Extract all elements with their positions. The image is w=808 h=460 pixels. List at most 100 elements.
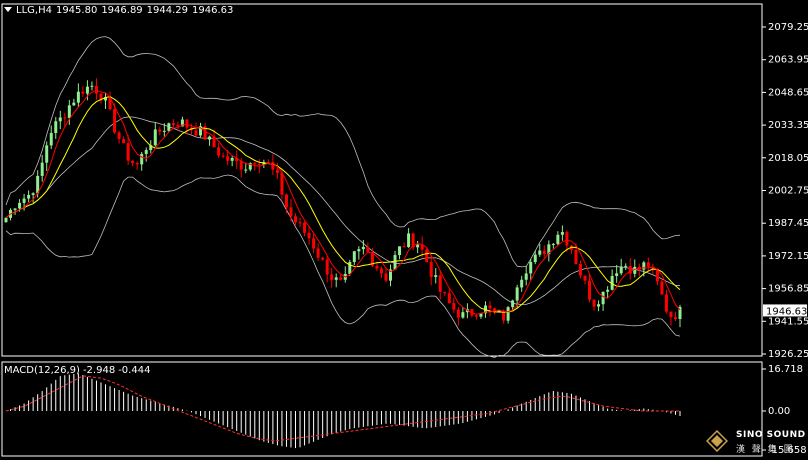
bear-candle-body [221,155,225,157]
ma-slow-line [5,96,681,313]
bear-candle-body [321,257,325,260]
bull-candle-body [27,194,31,199]
price-tick-label: 1956.85 [768,284,808,295]
bear-candle-body [488,305,492,309]
bull-candle-body [22,198,26,203]
bear-candle-body [452,303,456,310]
bull-candle-body [560,232,564,235]
bull-candle-body [248,163,252,170]
bear-candle-body [542,250,546,255]
bull-candle-body [167,123,171,131]
bear-candle-body [122,139,126,144]
bear-candle-body [325,259,329,275]
macd-main-value: -2.948 [82,365,116,376]
bear-candle-body [99,93,103,101]
current-price-box [763,304,807,317]
bear-candle-body [669,311,673,318]
bear-candle-body [628,265,632,274]
bull-candle-body [497,310,501,312]
bull-candle-body [610,275,614,290]
bear-candle-body [583,275,587,281]
macd-panel-border [1,361,763,457]
bear-candle-body [370,251,374,266]
price-tick-label: 2018.05 [768,153,808,164]
bollinger-lower-band [5,174,681,358]
bear-candle-body [384,273,388,281]
bear-candle-body [275,169,279,173]
bull-candle-body [230,158,234,161]
bull-candle-body [140,153,144,165]
macd-signal-line [5,375,680,442]
bull-candle-body [461,312,465,318]
bull-candle-body [31,193,35,195]
bull-candle-body [13,208,17,210]
bear-candle-body [239,161,243,170]
bull-candle-body [357,249,361,252]
open-value: 1945.80 [55,5,98,16]
macd-signal-value: -0.444 [118,365,151,376]
macd-header: MACD(12,26,9) -2.948 -0.444 [4,365,153,376]
dropdown-triangle-icon[interactable] [4,7,12,12]
bear-candle-body [194,130,198,136]
low-value: 1944.29 [146,5,189,16]
bull-candle-body [334,277,338,280]
bear-candle-body [257,164,261,166]
bollinger-middle-band [5,116,681,305]
bear-candle-body [493,308,497,312]
bear-candle-body [108,97,112,110]
bear-candle-body [375,265,379,269]
bear-candle-body [171,123,175,126]
bear-candle-body [212,136,216,148]
bull-candle-body [533,254,537,262]
bull-candle-body [538,250,542,255]
bear-candle-body [284,194,288,208]
bear-candle-body [592,299,596,307]
bear-candle-body [312,238,316,249]
price-tick-label: 2002.75 [768,186,808,197]
bear-candle-body [289,207,293,217]
bull-candle-body [199,126,203,136]
bear-candle-body [280,172,284,195]
price-tick-label: 1987.45 [768,218,808,229]
bollinger-upper-band [5,36,681,268]
bear-candle-body [339,277,343,280]
bear-candle-body [131,160,135,164]
price-tick-label: 2063.95 [768,55,808,66]
bull-candle-body [515,287,519,301]
price-tick-label: 1926.25 [768,349,808,360]
bull-candle-body [72,102,76,106]
bear-candle-body [474,315,478,317]
bear-candle-body [266,162,270,164]
bear-candle-body [438,275,442,292]
moving-average-line [5,89,681,315]
bear-candle-body [63,117,67,119]
bull-candle-body [180,119,184,127]
bull-candle-body [85,86,89,94]
bull-candle-body [76,91,80,103]
bull-candle-body [479,313,483,317]
bear-candle-body [366,246,370,252]
bull-candle-body [361,246,365,250]
bull-candle-body [511,300,515,308]
bear-candle-body [411,233,415,248]
bull-candle-body [633,266,637,274]
bull-candle-body [352,251,356,262]
bear-candle-body [94,85,98,94]
bear-candle-body [235,158,239,162]
bull-candle-body [90,85,94,87]
price-tick-label: 2079.25 [768,22,808,33]
bull-candle-body [49,132,53,146]
bear-candle-body [330,274,334,280]
bull-candle-body [208,136,212,140]
bear-candle-body [402,246,406,248]
bear-candle-body [443,291,447,294]
price-axis: 2079.25 2063.95 2048.65 2033.35 2018.05 2002.… [762,22,808,360]
logo-diamond-icon [706,430,728,452]
bull-candle-body [601,291,605,305]
bear-candle-body [117,132,121,140]
price-tick-label: 2048.65 [768,87,808,98]
bull-candle-body [244,169,248,171]
bull-candle-body [162,130,166,132]
bull-candle-body [18,202,22,209]
bull-candle-body [506,307,510,321]
